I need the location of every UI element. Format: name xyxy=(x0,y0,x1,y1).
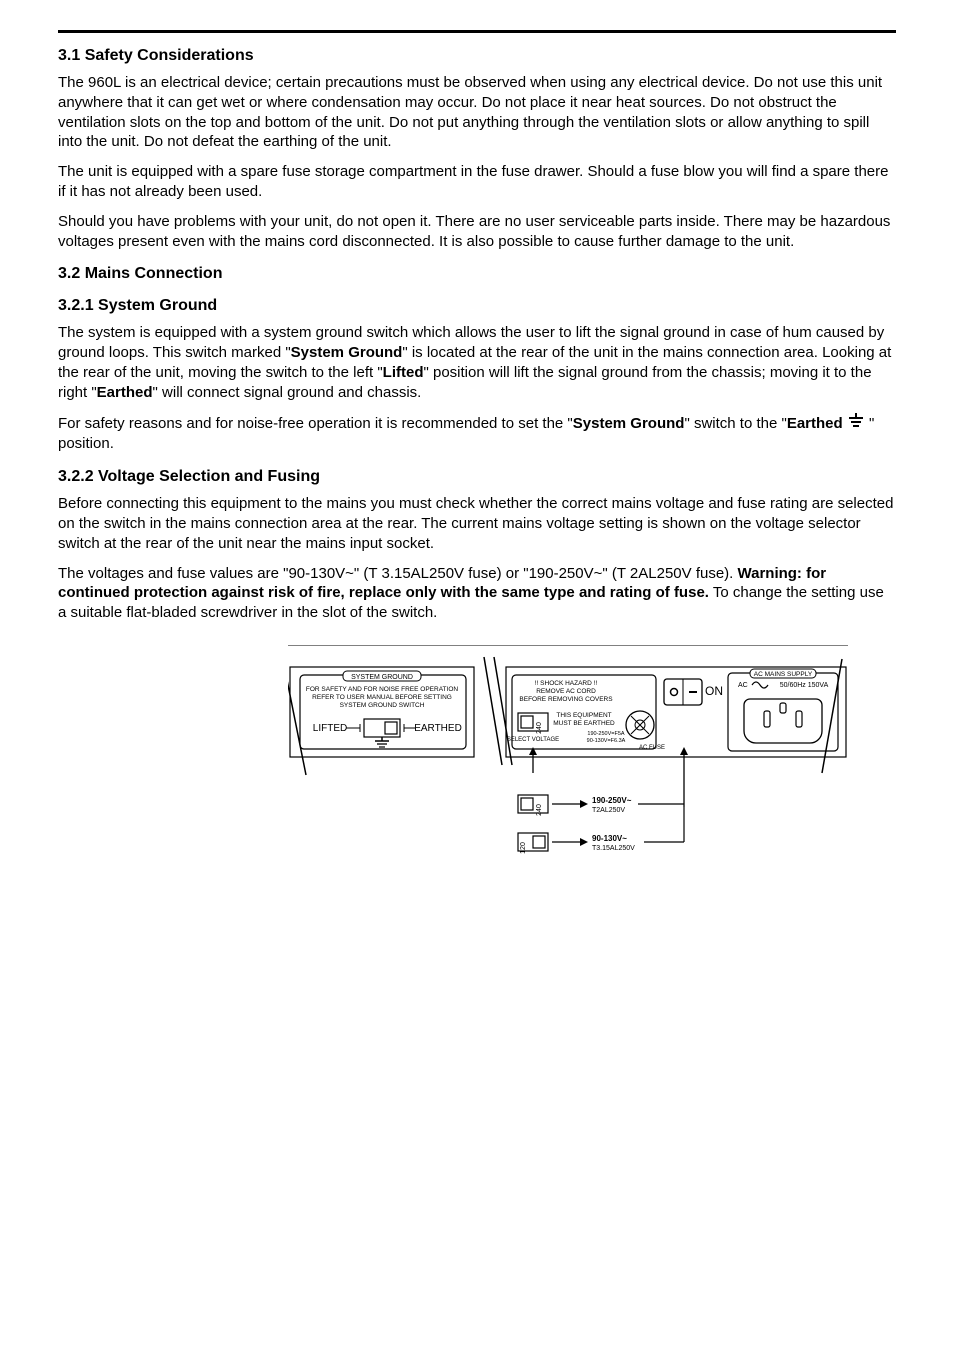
t: " switch to the " xyxy=(684,414,786,431)
t: " will connect signal ground and chassis… xyxy=(153,384,422,401)
lbl-opt240a: 190-250V~ xyxy=(592,796,632,805)
lbl-opt240b: T2AL250V xyxy=(592,807,625,814)
ground-icon xyxy=(847,413,865,435)
para-safety-3: Should you have problems with your unit,… xyxy=(58,212,896,252)
t: Earthed xyxy=(787,414,843,431)
top-rule xyxy=(58,30,896,33)
lbl-f90: 90-130V=F6.3A xyxy=(587,738,626,744)
lbl-240b: 240 xyxy=(536,804,543,816)
lbl-eq1: THIS EQUIPMENT xyxy=(556,712,611,719)
lbl-lifted: LIFTED xyxy=(313,723,347,734)
para-voltage-1: Before connecting this equipment to the … xyxy=(58,494,896,553)
lbl-shock1: !! SHOCK HAZARD !! xyxy=(535,680,598,687)
lbl-safety1: FOR SAFETY AND FOR NOISE FREE OPERATION xyxy=(306,686,458,693)
lbl-safety2: REFER TO USER MANUAL BEFORE SETTING xyxy=(312,694,452,701)
lbl-120: 120 xyxy=(520,842,527,854)
lbl-acmains: AC MAINS SUPPLY xyxy=(754,671,813,678)
lbl-opt120a: 90-130V~ xyxy=(592,834,627,843)
lbl-acspec: 50/60Hz 150VA xyxy=(780,682,829,689)
t: System Ground xyxy=(573,414,685,431)
para-safety-1: The 960L is an electrical device; certai… xyxy=(58,73,896,152)
lbl-opt120b: T3.15AL250V xyxy=(592,845,635,852)
lbl-240: 240 xyxy=(536,722,543,734)
lbl-ac: AC xyxy=(738,682,748,689)
t: Lifted xyxy=(383,364,424,381)
heading-mains: 3.2 Mains Connection xyxy=(58,265,896,283)
t: The voltages and fuse values are "90-130… xyxy=(58,565,738,582)
rear-panel-svg: SYSTEM GROUND FOR SAFETY AND FOR NOISE F… xyxy=(288,645,848,875)
para-safety-2: The unit is equipped with a spare fuse s… xyxy=(58,162,896,202)
lbl-on: ON xyxy=(705,684,723,698)
para-voltage-2: The voltages and fuse values are "90-130… xyxy=(58,564,896,623)
lbl-selectv: SELECT VOLTAGE xyxy=(507,737,559,743)
para-ground-1: The system is equipped with a system gro… xyxy=(58,323,896,402)
heading-sys-ground: 3.2.1 System Ground xyxy=(58,297,896,315)
para-ground-2: For safety reasons and for noise-free op… xyxy=(58,413,896,455)
t: Earthed xyxy=(97,384,153,401)
heading-voltage: 3.2.2 Voltage Selection and Fusing xyxy=(58,468,896,486)
lbl-shock2: REMOVE AC CORD xyxy=(536,688,596,695)
lbl-sys-ground: SYSTEM GROUND xyxy=(351,674,413,681)
rear-panel-diagram: SYSTEM GROUND FOR SAFETY AND FOR NOISE F… xyxy=(288,645,848,875)
lbl-f190: 190-250V=F5A xyxy=(587,731,624,737)
lbl-eq2: MUST BE EARTHED xyxy=(553,720,615,727)
lbl-earthed: EARTHED xyxy=(414,723,462,734)
t: For safety reasons and for noise-free op… xyxy=(58,414,573,431)
lbl-acfuse: AC FUSE xyxy=(639,745,665,751)
heading-safety: 3.1 Safety Considerations xyxy=(58,47,896,65)
t: System Ground xyxy=(291,344,403,361)
lbl-safety3: SYSTEM GROUND SWITCH xyxy=(340,702,425,709)
lbl-shock3: BEFORE REMOVING COVERS xyxy=(519,696,613,703)
